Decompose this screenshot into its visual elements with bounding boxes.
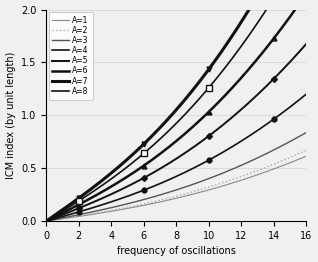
A=5 [45, 219, 49, 222]
Y-axis label: ICM index (by unit length): ICM index (by unit length) [5, 52, 16, 179]
A=3 [199, 180, 203, 183]
A=8 [44, 220, 48, 223]
A=1 [264, 170, 267, 173]
A=5 [280, 69, 284, 72]
A=3 [44, 220, 48, 223]
A=7 [204, 72, 207, 75]
A=1 [280, 164, 284, 167]
A=7 [198, 79, 202, 82]
A=8 [198, 96, 202, 99]
A=7 [199, 78, 203, 81]
A=6 [280, 26, 284, 29]
A=5 [199, 140, 203, 143]
A=5 [204, 137, 207, 140]
Line: A=6: A=6 [46, 0, 306, 221]
A=4 [199, 163, 203, 166]
A=5 [44, 220, 48, 223]
A=5 [198, 141, 202, 144]
A=2 [264, 166, 267, 169]
A=4 [45, 219, 49, 222]
A=1 [198, 191, 202, 194]
A=1 [304, 155, 308, 158]
A=6 [44, 220, 48, 223]
A=1 [199, 190, 203, 194]
Line: A=3: A=3 [46, 133, 306, 221]
A=7 [45, 219, 49, 222]
A=4 [264, 123, 267, 127]
A=6 [198, 118, 202, 122]
A=3 [264, 152, 267, 156]
A=4 [304, 92, 308, 96]
A=3 [204, 178, 207, 181]
Legend: A=1, A=2, A=3, A=4, A=5, A=6, A=7, A=8: A=1, A=2, A=3, A=4, A=5, A=6, A=7, A=8 [49, 12, 93, 100]
A=5 [304, 42, 308, 45]
A=8 [45, 219, 49, 222]
A=2 [304, 149, 308, 152]
A=8 [199, 95, 203, 98]
A=6 [45, 219, 49, 222]
Line: A=1: A=1 [46, 156, 306, 221]
A=4 [204, 160, 207, 163]
Line: A=2: A=2 [46, 150, 306, 221]
A=1 [45, 220, 49, 223]
A=3 [280, 144, 284, 147]
A=7 [44, 220, 48, 223]
Line: A=8: A=8 [46, 0, 306, 221]
A=6 [204, 113, 207, 117]
A=8 [264, 9, 267, 13]
A=3 [45, 219, 49, 222]
A=2 [204, 187, 207, 190]
A=5 [264, 85, 267, 89]
A=2 [199, 188, 203, 191]
Line: A=7: A=7 [46, 0, 306, 221]
X-axis label: frequency of oscillations: frequency of oscillations [117, 247, 236, 256]
A=1 [44, 220, 48, 223]
A=6 [199, 118, 203, 121]
A=3 [198, 180, 202, 183]
A=4 [198, 163, 202, 166]
Line: A=4: A=4 [46, 94, 306, 221]
A=2 [45, 220, 49, 223]
A=2 [44, 220, 48, 223]
A=1 [204, 189, 207, 192]
A=3 [304, 131, 308, 134]
A=4 [280, 112, 284, 115]
A=6 [264, 47, 267, 51]
A=8 [204, 90, 207, 93]
Line: A=5: A=5 [46, 44, 306, 221]
A=2 [280, 159, 284, 162]
A=4 [44, 220, 48, 223]
A=2 [198, 188, 202, 191]
